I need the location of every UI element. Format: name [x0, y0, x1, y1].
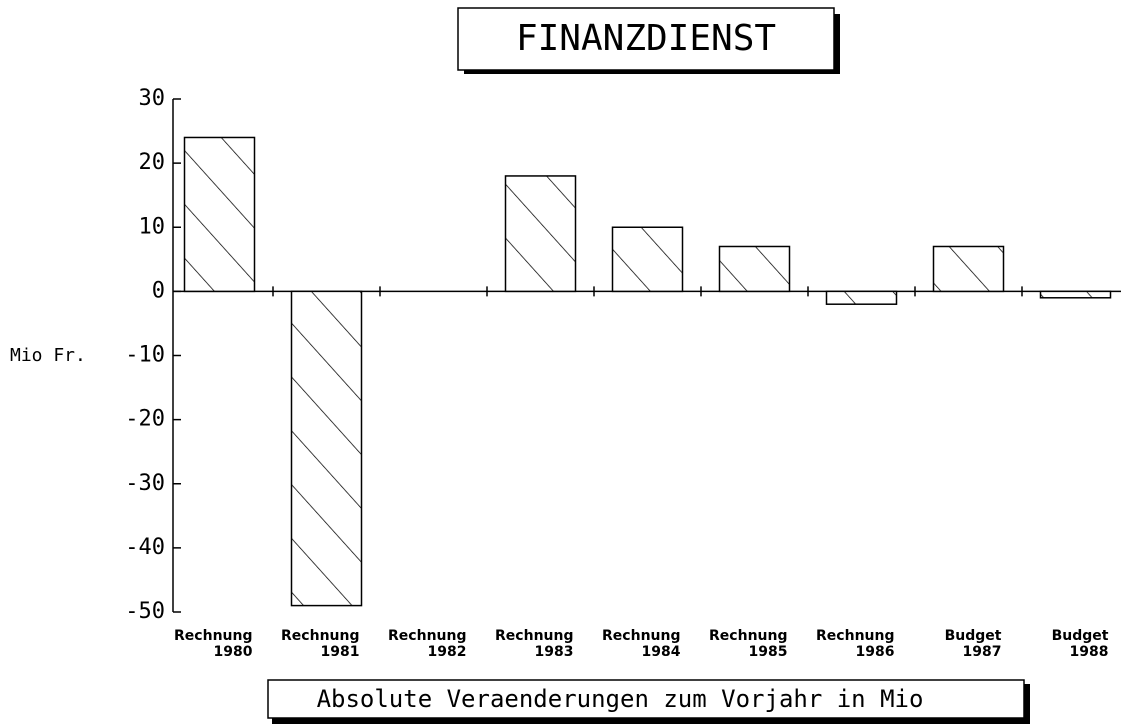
- x-tick-label: Rechnung 1983: [495, 628, 573, 660]
- x-tick-label: Rechnung 1982: [388, 628, 466, 660]
- bar: [718, 245, 791, 293]
- bar: [825, 290, 898, 305]
- bar: [290, 290, 363, 607]
- title-box: [457, 7, 835, 71]
- y-tick-label: 20: [139, 150, 166, 175]
- bar: [932, 245, 1005, 293]
- x-tick-label: Rechnung 1986: [816, 628, 894, 660]
- bar: [183, 136, 256, 293]
- y-tick-label: -50: [125, 599, 165, 624]
- y-tick-label: 30: [139, 86, 166, 111]
- chart-title: FINANZDIENST: [516, 18, 776, 59]
- y-tick-label: -40: [125, 535, 165, 560]
- x-tick-label: Rechnung 1985: [709, 628, 787, 660]
- y-tick-label: 10: [139, 214, 166, 239]
- y-axis-label: Mio Fr.: [10, 345, 86, 366]
- x-tick-label: Rechnung 1980: [174, 628, 253, 660]
- bar: [504, 175, 577, 293]
- subtitle-box: [267, 679, 1025, 719]
- y-tick-label: -30: [125, 471, 165, 496]
- x-tick-label: Rechnung 1981: [281, 628, 359, 660]
- x-tick-label: Rechnung 1984: [602, 628, 681, 660]
- y-tick-label: 0: [152, 278, 165, 303]
- bar: [611, 226, 684, 293]
- x-tick-label: Budget 1987: [945, 628, 1002, 660]
- subtitle: Absolute Veraenderungen zum Vorjahr in M…: [317, 685, 924, 713]
- bar: [1039, 290, 1112, 299]
- x-tick-label: Budget 1988: [1052, 628, 1109, 660]
- y-tick-label: -10: [125, 343, 165, 368]
- y-tick-label: -20: [125, 407, 165, 432]
